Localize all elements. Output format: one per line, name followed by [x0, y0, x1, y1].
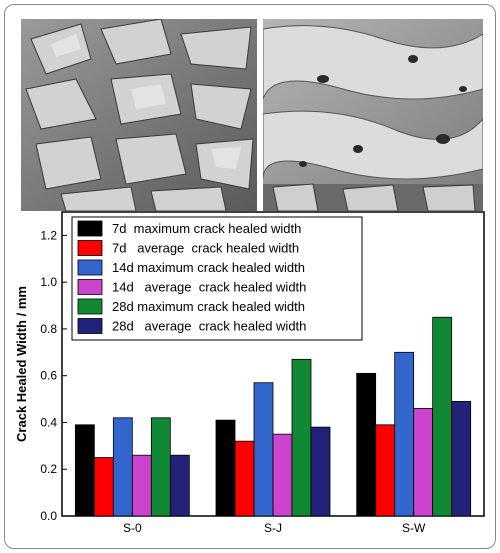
legend-box — [71, 216, 363, 341]
bar — [356, 372, 377, 517]
legend-label: 7d maximum crack healed width — [112, 221, 301, 236]
bar — [74, 424, 95, 517]
legend-label: 7d average crack healed width — [112, 241, 299, 256]
y-tick-label: 0.4 — [40, 415, 57, 429]
y-tick-label: 0.2 — [40, 462, 57, 476]
legend-swatch — [77, 279, 103, 295]
bar — [234, 440, 255, 517]
y-tick-label: 0.0 — [40, 509, 57, 523]
bar — [215, 419, 236, 517]
y-axis-title: Crack Healed Width / mm — [14, 286, 29, 442]
sem-micrograph-left — [21, 19, 257, 211]
x-tick-label: S-J — [264, 521, 282, 535]
sem-micrograph-right — [263, 19, 483, 211]
y-tick-label: 0.8 — [40, 322, 57, 336]
bar — [413, 408, 434, 517]
bar — [451, 401, 472, 517]
bar — [253, 382, 274, 517]
bar — [150, 417, 171, 517]
bar — [272, 433, 293, 517]
x-tick-label: S-W — [402, 521, 426, 535]
bar — [291, 358, 312, 517]
bar — [112, 417, 133, 517]
legend-swatch — [77, 220, 103, 237]
x-tick-label: S-0 — [123, 521, 142, 535]
bar — [310, 426, 331, 517]
bar — [432, 316, 453, 517]
legend-swatch — [77, 240, 103, 256]
legend-label: 14d maximum crack healed width — [112, 260, 305, 275]
y-tick-label: 1.2 — [40, 228, 57, 242]
bar — [169, 454, 190, 517]
legend-swatch — [77, 259, 103, 276]
bar — [375, 424, 396, 517]
legend-label: 14d average crack healed width — [112, 280, 306, 295]
y-tick-label: 0.6 — [40, 369, 57, 383]
legend-swatch — [77, 298, 103, 315]
legend-label: 28d maximum crack healed width — [112, 299, 305, 314]
legend-swatch — [77, 318, 103, 334]
y-tick-label: 1.0 — [40, 275, 57, 289]
bar — [93, 457, 114, 517]
legend-label: 28d average crack healed width — [112, 319, 306, 334]
bar — [394, 351, 415, 517]
bar — [131, 454, 152, 517]
